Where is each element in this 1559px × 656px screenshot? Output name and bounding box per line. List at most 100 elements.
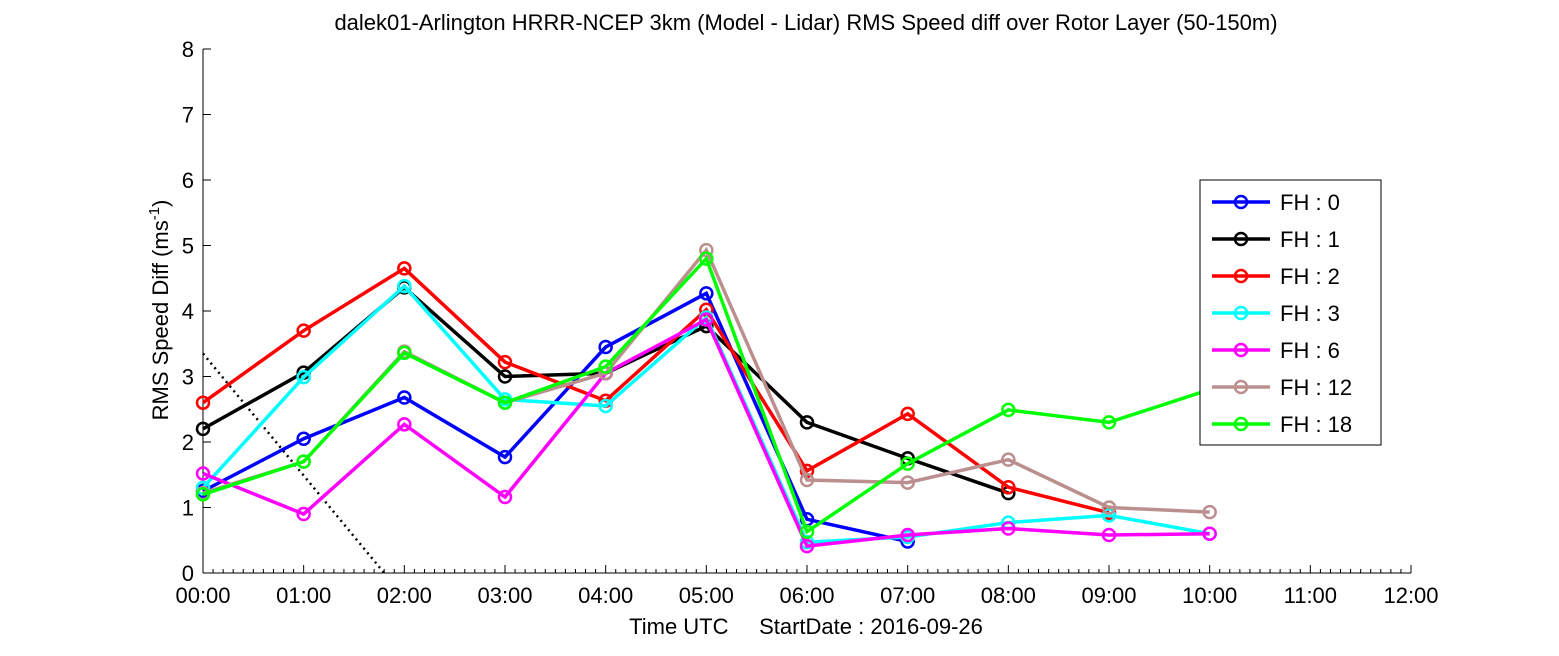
x-tick-label: 06:00 [779, 583, 834, 608]
data-point [195, 487, 211, 502]
data-point [598, 359, 613, 374]
series-group [195, 242, 1217, 554]
y-axis-label: RMS Speed Diff (ms-1) [146, 200, 173, 421]
y-tick-label: 0 [182, 561, 194, 586]
data-point [497, 354, 513, 370]
data-point [900, 527, 915, 543]
data-point [799, 524, 815, 539]
legend-label: FH : 12 [1280, 375, 1352, 400]
data-point [1001, 452, 1016, 467]
data-point [598, 398, 613, 414]
legend-item: FH : 18 [1212, 412, 1352, 437]
data-point [497, 489, 513, 505]
x-tick-label: 04:00 [578, 583, 633, 608]
data-point [699, 286, 714, 301]
data-point [296, 506, 311, 522]
legend-item: FH : 1 [1212, 227, 1340, 252]
x-tick-label: 09:00 [1081, 583, 1136, 608]
data-point [296, 431, 311, 446]
y-tick-label: 8 [182, 37, 194, 62]
data-point [497, 369, 513, 384]
x-tick-label: 07:00 [880, 583, 935, 608]
data-point [799, 538, 815, 554]
data-point [397, 417, 412, 432]
data-point [397, 261, 412, 276]
legend-swatch-marker [1233, 416, 1249, 432]
legend-item: FH : 0 [1212, 190, 1340, 215]
y-axis-label-end: ) [148, 200, 173, 207]
data-point [296, 323, 311, 338]
data-point [699, 312, 714, 327]
y-tick-label: 2 [182, 430, 194, 455]
series-line [201, 266, 1110, 515]
legend-label: FH : 0 [1280, 190, 1340, 215]
x-tick-label: 08:00 [981, 583, 1036, 608]
data-point [900, 475, 915, 490]
y-tick-label: 4 [182, 299, 194, 324]
y-axis-label-text: RMS Speed Diff (ms [148, 220, 173, 420]
data-point [195, 395, 211, 410]
x-tick-label: 01:00 [276, 583, 331, 608]
y-tick-label: 5 [182, 234, 194, 259]
data-point [900, 456, 915, 471]
legend-label: FH : 1 [1280, 227, 1340, 252]
data-point [1001, 479, 1016, 495]
data-point [195, 466, 211, 481]
legend-label: FH : 6 [1280, 338, 1340, 363]
y-tick-label: 3 [182, 365, 194, 390]
x-tick-label: 00:00 [175, 583, 230, 608]
x-tick-label: 11:00 [1284, 583, 1337, 608]
data-point [296, 454, 311, 469]
series-line [202, 255, 1211, 535]
legend-item: FH : 6 [1212, 338, 1340, 363]
x-tick-label: 03:00 [477, 583, 532, 608]
legend-swatch-marker [1233, 305, 1249, 321]
series-line [202, 317, 1210, 549]
chart-title: dalek01-Arlington HRRR-NCEP 3km (Model -… [334, 10, 1277, 35]
legend-item: FH : 12 [1212, 375, 1352, 400]
y-axis-label-exponent: -1 [146, 207, 163, 220]
legend-swatch-marker [1233, 379, 1249, 395]
data-point [1202, 504, 1217, 520]
data-point [497, 449, 513, 465]
data-point [1202, 526, 1217, 541]
legend-label: FH : 18 [1280, 412, 1352, 437]
data-point [195, 421, 211, 437]
legend-swatch-marker [1233, 268, 1249, 284]
legend-label: FH : 3 [1280, 301, 1340, 326]
legend-item: FH : 2 [1212, 264, 1340, 289]
legend-swatch-marker [1233, 194, 1249, 210]
svg-text:RMS Speed Diff (ms-1): RMS Speed Diff (ms-1) [146, 200, 173, 421]
data-point [296, 369, 311, 385]
y-tick-label: 7 [182, 103, 194, 128]
data-point [1101, 415, 1117, 430]
x-tick-label: 10:00 [1182, 583, 1237, 608]
data-point [799, 472, 815, 488]
data-point [397, 390, 412, 405]
axis-ticks: 00:00 01:00 02:00 03:00 04:00 05:00 06:00 07:00… [175, 37, 1438, 608]
data-point [900, 406, 915, 422]
x-tick-label: 12:00 [1383, 583, 1438, 608]
data-point [598, 339, 613, 355]
data-point [1101, 527, 1117, 543]
legend-swatch-marker [1233, 342, 1249, 358]
data-point [1101, 508, 1117, 523]
data-point [397, 278, 412, 294]
data-point [397, 345, 412, 361]
legend: FH : 0 FH : 1 FH : 2 FH : 3 FH : 6 FH : 12 FH … [1199, 179, 1382, 446]
y-tick-label: 6 [182, 168, 194, 193]
x-tick-label: 05:00 [679, 583, 734, 608]
data-point [699, 251, 714, 266]
legend-item: FH : 3 [1212, 301, 1340, 326]
x-tick-label: 02:00 [377, 583, 432, 608]
y-tick-label: 1 [182, 496, 194, 521]
legend-label: FH : 2 [1280, 264, 1340, 289]
data-point [497, 395, 513, 410]
data-point [1001, 521, 1016, 536]
x-axis-label: Time UTC StartDate : 2016-09-26 [629, 614, 983, 639]
legend-swatch-marker [1233, 231, 1249, 247]
data-point [1101, 500, 1117, 515]
data-point [799, 415, 815, 430]
data-point [1001, 402, 1016, 418]
